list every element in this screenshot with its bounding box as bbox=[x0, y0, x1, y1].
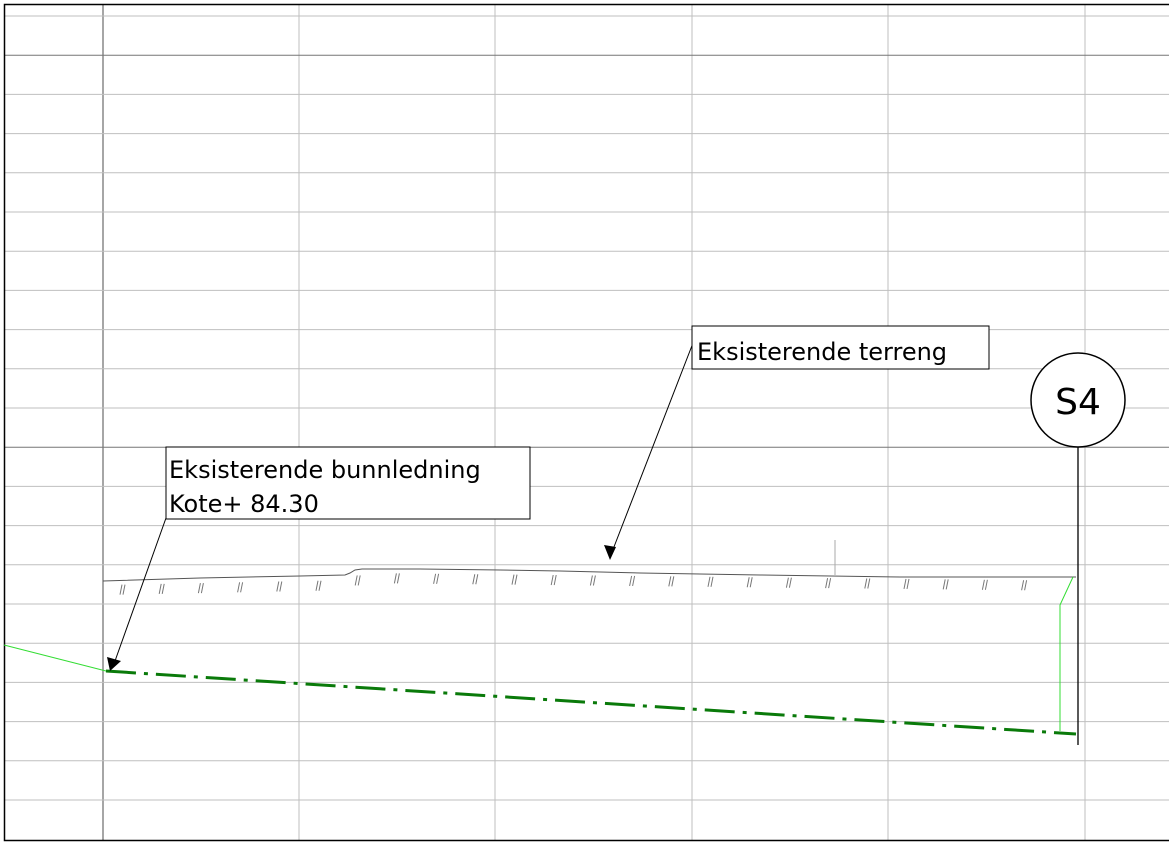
terrain-hatch-mark bbox=[945, 579, 949, 590]
callout-terrain: Eksisterende terreng bbox=[604, 325, 990, 560]
terrain-hatch-mark bbox=[514, 574, 518, 585]
terrain-hatch-mark bbox=[629, 575, 633, 587]
terrain-hatch-mark bbox=[749, 577, 753, 588]
existing-bottom-pipe bbox=[3, 576, 1077, 736]
terrain-hatch-mark bbox=[122, 584, 126, 595]
terrain-hatch-mark bbox=[511, 574, 515, 585]
terrain-hatch-mark bbox=[788, 577, 792, 588]
section-marker-s4: S4 bbox=[1030, 352, 1126, 745]
section-marker-label: S4 bbox=[1055, 382, 1101, 423]
grid bbox=[5, 5, 1169, 840]
terrain-hatch-mark bbox=[942, 579, 946, 590]
section-marker-circle bbox=[1030, 352, 1126, 448]
terrain-hatch-mark bbox=[746, 577, 750, 588]
terrain-hatch-mark bbox=[472, 574, 476, 585]
callout-label: Eksisterende terreng bbox=[697, 338, 947, 366]
terrain-hatch-mark bbox=[279, 581, 283, 592]
leader-line bbox=[611, 342, 694, 553]
leader-arrowhead bbox=[604, 545, 616, 560]
terrain-hatch-mark bbox=[237, 582, 241, 593]
terrain-hatch-mark bbox=[589, 575, 593, 586]
terrain-hatch-mark bbox=[433, 573, 437, 584]
pipe-upstream-segment bbox=[3, 644, 107, 672]
terrain-hatch-mark bbox=[1021, 580, 1025, 591]
terrain-hatch-mark bbox=[785, 577, 789, 588]
callout-label-line2: Kote+ 84.30 bbox=[169, 490, 319, 518]
terrain-hatch-mark bbox=[393, 573, 397, 584]
callout-label-line1: Eksisterende bunnledning bbox=[169, 456, 481, 484]
terrain-hatching bbox=[119, 573, 1028, 595]
terrain-hatch-mark bbox=[550, 574, 554, 586]
terrain-hatch-mark bbox=[906, 578, 910, 590]
terrain-hatch-mark bbox=[436, 573, 440, 584]
terrain-hatch-mark bbox=[864, 578, 868, 589]
leader-arrowhead bbox=[107, 657, 121, 671]
terrain-hatch-mark bbox=[119, 584, 123, 595]
terrain-hatch-mark bbox=[396, 573, 400, 584]
terrain-hatch-mark bbox=[357, 575, 361, 586]
terrain-hatch-mark bbox=[318, 580, 322, 591]
terrain-hatch-mark bbox=[553, 574, 557, 586]
callout-box bbox=[165, 446, 531, 520]
leader-line bbox=[114, 517, 167, 662]
existing-terrain bbox=[102, 540, 1076, 595]
terrain-hatch-mark bbox=[981, 579, 985, 590]
terrain-hatch-mark bbox=[315, 580, 319, 591]
terrain-hatch-mark bbox=[158, 583, 162, 594]
terrain-hatch-mark bbox=[200, 582, 204, 594]
terrain-hatch-mark bbox=[671, 576, 675, 587]
terrain-hatch-mark bbox=[825, 578, 829, 589]
terrain-hatch-mark bbox=[903, 578, 907, 590]
terrain-line bbox=[102, 568, 1076, 582]
terrain-hatch-mark bbox=[197, 582, 201, 594]
terrain-hatch-mark bbox=[276, 581, 280, 592]
pipe-dashdot-line bbox=[105, 669, 1077, 736]
callout-box bbox=[691, 325, 990, 370]
terrain-hatch-mark bbox=[867, 578, 871, 589]
terrain-hatch-mark bbox=[161, 583, 165, 594]
terrain-hatch-mark bbox=[1024, 580, 1028, 591]
drawing-frame bbox=[3, 3, 1169, 842]
terrain-hatch-mark bbox=[354, 575, 358, 586]
callout-bottom-pipe: Eksisterende bunnledning Kote+ 84.30 bbox=[107, 446, 531, 671]
manhole-wall-line bbox=[1059, 576, 1074, 731]
terrain-hatch-mark bbox=[984, 579, 988, 590]
terrain-hatch-mark bbox=[632, 575, 636, 587]
terrain-hatch-mark bbox=[828, 578, 832, 589]
terrain-hatch-mark bbox=[668, 576, 672, 587]
terrain-hatch-mark bbox=[592, 575, 596, 586]
terrain-hatch-mark bbox=[475, 574, 479, 585]
terrain-hatch-mark bbox=[710, 576, 714, 587]
terrain-hatch-mark bbox=[240, 582, 244, 593]
terrain-hatch-mark bbox=[707, 576, 711, 587]
